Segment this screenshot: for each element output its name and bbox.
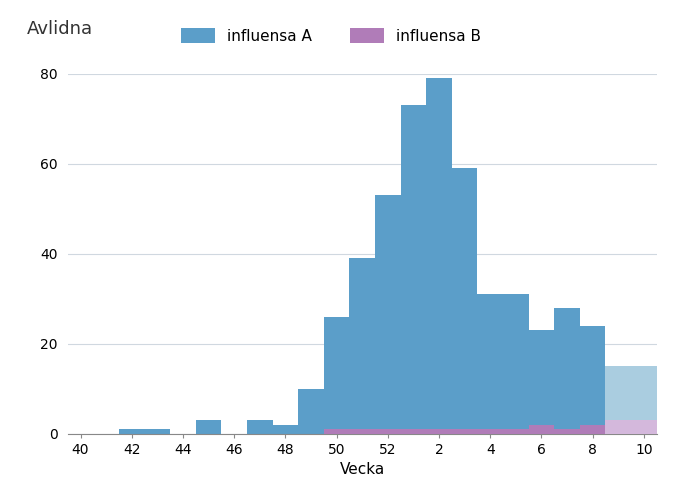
Bar — [273, 425, 298, 434]
Bar — [324, 317, 349, 434]
Bar — [503, 294, 529, 434]
Bar — [452, 429, 477, 434]
Bar — [196, 421, 221, 434]
Bar — [324, 429, 349, 434]
Bar — [529, 330, 554, 434]
Text: Avlidna: Avlidna — [26, 20, 93, 38]
Bar — [401, 106, 427, 434]
Bar — [580, 425, 605, 434]
Bar — [605, 421, 631, 434]
Bar — [375, 195, 401, 434]
Bar — [554, 429, 580, 434]
Bar — [605, 366, 631, 434]
Bar — [401, 429, 427, 434]
Bar — [529, 425, 554, 434]
Legend: influensa A, influensa B: influensa A, influensa B — [181, 28, 481, 43]
Bar — [580, 326, 605, 434]
Bar — [554, 308, 580, 434]
Bar — [298, 389, 324, 434]
Bar — [503, 429, 529, 434]
Bar — [349, 429, 375, 434]
Bar — [631, 421, 657, 434]
Bar — [427, 78, 452, 434]
Bar — [144, 429, 170, 434]
Bar — [477, 294, 503, 434]
Bar — [375, 429, 401, 434]
Bar — [119, 429, 144, 434]
Bar — [477, 429, 503, 434]
Bar — [631, 366, 657, 434]
Bar — [427, 429, 452, 434]
Bar — [247, 421, 273, 434]
Bar — [452, 169, 477, 434]
X-axis label: Vecka: Vecka — [340, 462, 385, 477]
Bar — [349, 258, 375, 434]
